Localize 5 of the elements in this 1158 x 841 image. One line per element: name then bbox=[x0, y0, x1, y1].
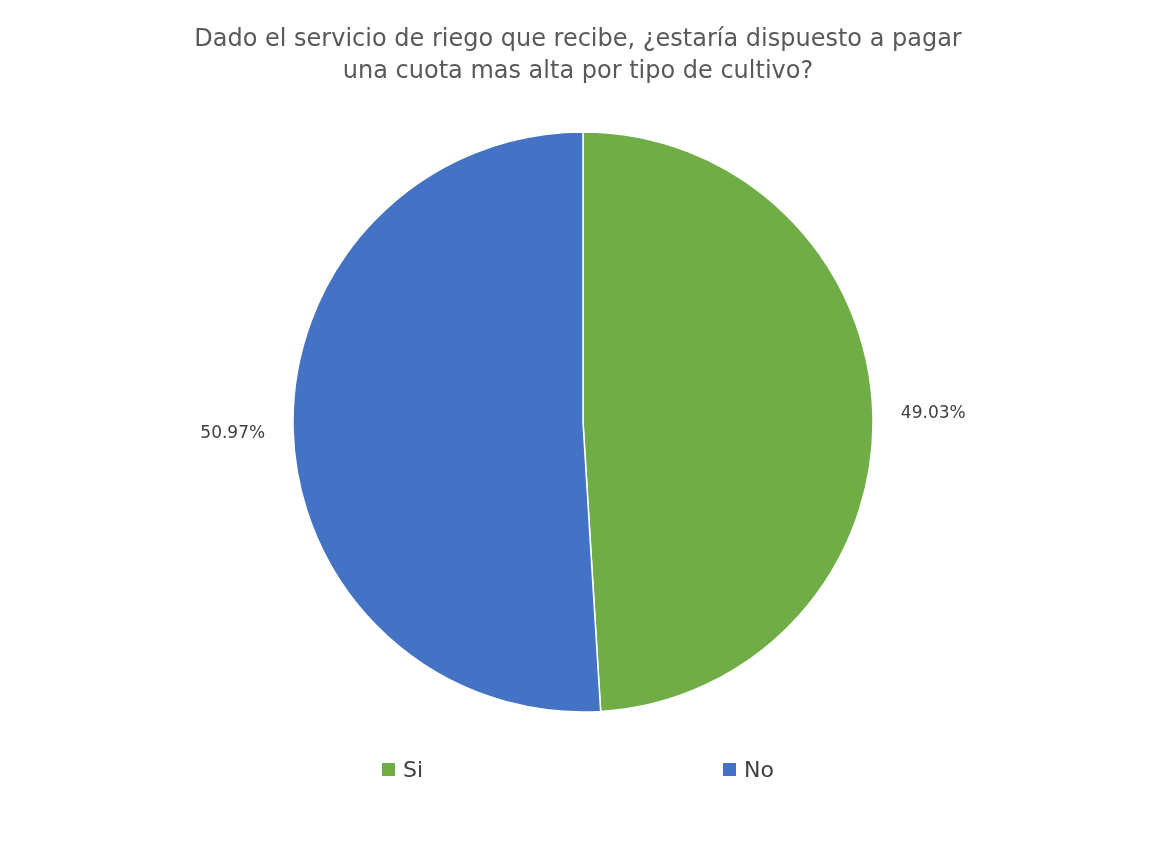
legend-label: No bbox=[743, 756, 774, 782]
legend-label: Si bbox=[402, 756, 424, 782]
chart-title: Dado el servicio de riego que recibe, ¿estaría dispuesto a pagar una cuota mas alta por tipo de cultivo? bbox=[193, 23, 963, 87]
data-label: 50.97% bbox=[200, 421, 266, 442]
data-label: 49.03% bbox=[900, 402, 966, 423]
